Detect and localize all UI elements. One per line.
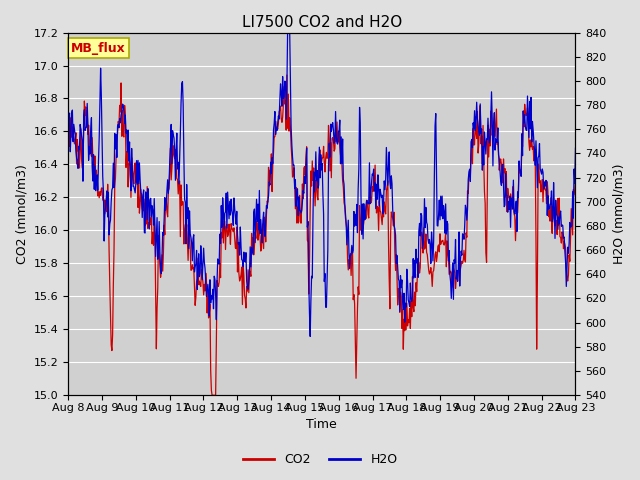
Legend: CO2, H2O: CO2, H2O [237, 448, 403, 471]
Y-axis label: CO2 (mmol/m3): CO2 (mmol/m3) [15, 164, 28, 264]
Y-axis label: H2O (mmol/m3): H2O (mmol/m3) [612, 164, 625, 264]
X-axis label: Time: Time [307, 419, 337, 432]
Title: LI7500 CO2 and H2O: LI7500 CO2 and H2O [242, 15, 402, 30]
Text: MB_flux: MB_flux [70, 42, 125, 55]
